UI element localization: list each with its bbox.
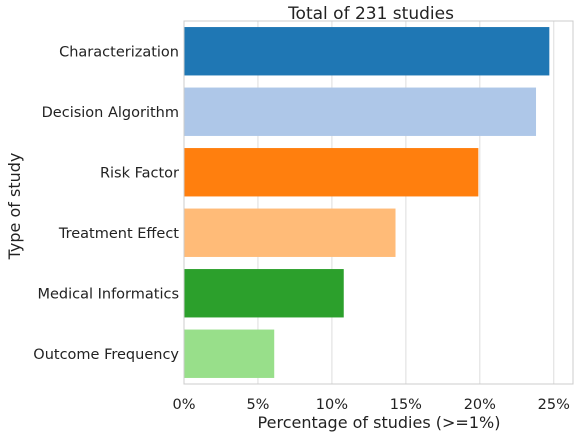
bar [184,87,537,136]
category-labels: Characterization Decision Algorithm Risk F… [33,44,179,363]
chart-title: Total of 231 studies [287,4,454,24]
x-tick-label: 15% [390,397,422,413]
bar [184,208,396,257]
category-label: Medical Informatics [37,286,179,302]
tick-labels: 0% 5% 10% 15% 20% 25% [172,397,569,413]
x-tick-label: 25% [538,397,570,413]
bar [184,27,550,76]
x-tick-label: 0% [172,397,195,413]
bars [184,27,550,378]
y-axis-label: Type of study [5,153,24,261]
x-axis-label: Percentage of studies (>=1%) [258,413,501,432]
category-label: Decision Algorithm [42,105,179,121]
x-tick-label: 20% [464,397,496,413]
category-label: Characterization [59,44,179,60]
category-label: Outcome Frequency [33,347,179,363]
bar [184,269,344,318]
plot-frame [183,20,574,385]
x-tick-label: 5% [246,397,269,413]
bar [184,329,275,378]
category-label: Risk Factor [100,165,179,181]
category-label: Treatment Effect [58,226,179,242]
bar [184,148,479,197]
x-tick-label: 10% [316,397,348,413]
